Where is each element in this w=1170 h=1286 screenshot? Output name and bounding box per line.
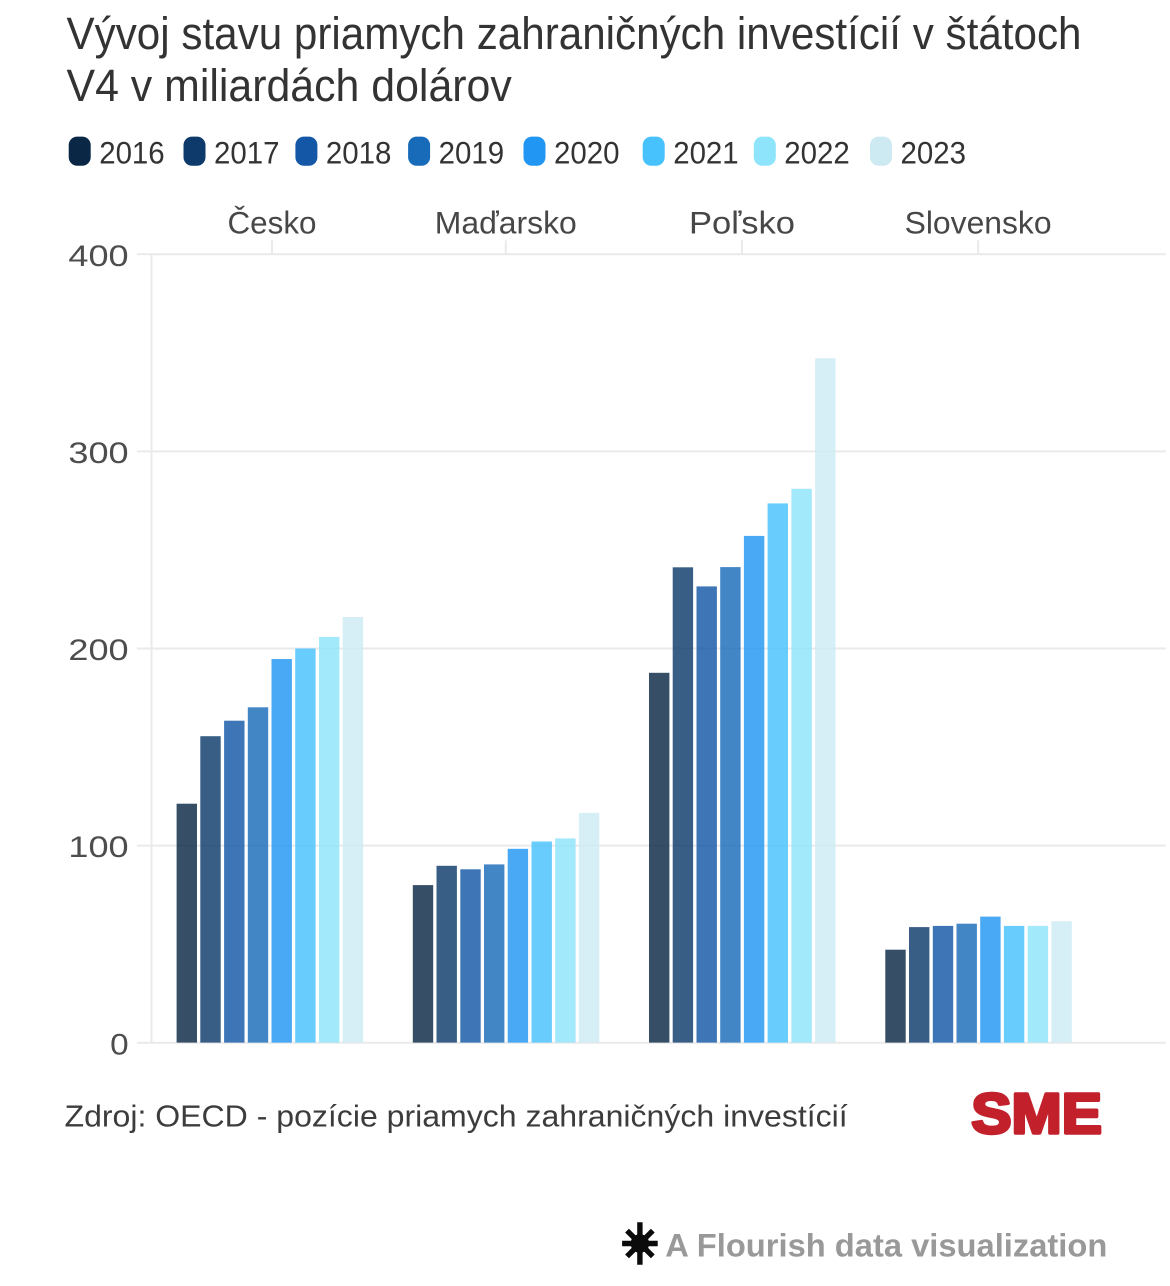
- svg-text:0: 0: [110, 1028, 129, 1061]
- svg-text:Vývoj stavu priamych zahraničn: Vývoj stavu priamych zahraničných invest…: [67, 8, 1082, 59]
- svg-text:100: 100: [68, 831, 128, 864]
- svg-text:2022: 2022: [784, 135, 850, 171]
- svg-text:Maďarsko: Maďarsko: [435, 205, 577, 241]
- svg-text:Slovensko: Slovensko: [905, 205, 1052, 241]
- svg-text:SME: SME: [971, 1082, 1102, 1146]
- svg-text:2021: 2021: [673, 135, 739, 171]
- svg-text:2020: 2020: [554, 135, 620, 171]
- svg-text:300: 300: [68, 437, 128, 470]
- svg-text:400: 400: [68, 240, 128, 273]
- svg-text:V4 v miliardách dolárov: V4 v miliardách dolárov: [67, 60, 513, 111]
- svg-text:2016: 2016: [99, 135, 165, 171]
- svg-text:2019: 2019: [439, 135, 505, 171]
- svg-text:Poľsko: Poľsko: [689, 205, 795, 241]
- svg-text:200: 200: [68, 634, 128, 667]
- svg-text:2023: 2023: [901, 135, 967, 171]
- svg-text:2017: 2017: [214, 135, 280, 171]
- svg-text:2018: 2018: [326, 135, 392, 171]
- svg-text:Česko: Česko: [228, 205, 317, 241]
- svg-text:Zdroj: OECD - pozície priamych: Zdroj: OECD - pozície priamych zahraničn…: [65, 1099, 849, 1133]
- svg-text:A Flourish data visualization: A Flourish data visualization: [665, 1227, 1107, 1263]
